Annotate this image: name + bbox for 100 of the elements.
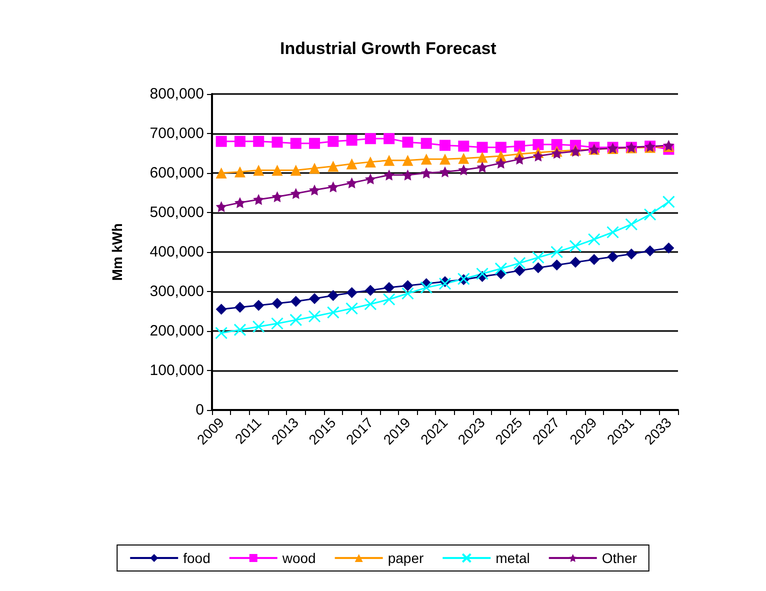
point [551, 139, 562, 150]
point [326, 306, 340, 319]
point [458, 164, 470, 176]
point [328, 160, 339, 172]
point [606, 226, 620, 238]
point [270, 317, 284, 330]
point [402, 169, 414, 180]
point [420, 154, 432, 165]
point [309, 293, 320, 304]
point [364, 298, 377, 310]
point [401, 287, 414, 300]
point [272, 298, 283, 309]
legend-label: metal [496, 550, 530, 566]
point [364, 284, 376, 296]
y-tick-label: 800,000 [150, 86, 204, 102]
point [384, 282, 395, 294]
point [364, 156, 376, 168]
point [234, 166, 246, 178]
point [216, 168, 227, 178]
point [290, 188, 302, 200]
point [384, 133, 395, 144]
y-tick-label: 400,000 [150, 244, 204, 260]
point [440, 154, 450, 165]
point [253, 136, 264, 147]
point [252, 320, 265, 333]
point [346, 177, 358, 188]
point [532, 262, 544, 274]
point [569, 240, 582, 252]
point [253, 194, 264, 205]
y-axis-title: Mm kWh [109, 223, 125, 281]
point [514, 265, 526, 276]
point [662, 196, 675, 208]
point [308, 310, 321, 323]
legend-label: food [183, 550, 210, 566]
point [626, 248, 637, 260]
point [290, 164, 302, 176]
point [346, 287, 358, 298]
point [532, 139, 544, 150]
point [216, 201, 227, 212]
y-tick-label: 500,000 [150, 204, 204, 221]
point [328, 181, 339, 192]
point [346, 134, 358, 146]
point [309, 162, 320, 174]
point [588, 254, 600, 266]
point [625, 218, 638, 231]
point [532, 251, 544, 264]
point [309, 184, 320, 196]
y-tick-label: 700,000 [150, 125, 204, 142]
chart-title: Industrial Growth Forecast [280, 39, 497, 58]
point [440, 166, 450, 178]
legend-label: paper [388, 550, 424, 566]
point [253, 300, 264, 311]
point [253, 164, 264, 176]
point [328, 290, 339, 301]
y-tick-label: 600,000 [150, 164, 204, 182]
point [532, 150, 544, 162]
legend-label: Other [602, 550, 638, 566]
point [309, 138, 320, 149]
point [234, 197, 246, 208]
point [495, 142, 506, 153]
point [382, 293, 396, 306]
point [272, 164, 283, 176]
point [644, 245, 656, 256]
point [420, 168, 432, 178]
y-tick-label: 200,000 [150, 322, 204, 340]
point [290, 138, 302, 149]
point [234, 302, 246, 313]
point [607, 251, 618, 262]
point [402, 154, 414, 166]
y-tick-label: 0 [196, 402, 204, 418]
point [513, 256, 526, 270]
point [440, 140, 450, 151]
point [272, 191, 283, 202]
point [384, 154, 395, 166]
point [476, 162, 488, 173]
point [384, 169, 395, 180]
point [234, 324, 246, 336]
legend-label: wood [281, 550, 316, 566]
point [495, 158, 506, 169]
y-tick-label: 100,000 [150, 362, 204, 379]
point [402, 280, 414, 292]
point [346, 302, 358, 315]
point [514, 140, 526, 152]
point [458, 140, 470, 152]
point [570, 256, 581, 268]
point [328, 136, 339, 147]
point [644, 208, 656, 221]
point [420, 281, 433, 294]
point [550, 246, 564, 258]
point [663, 242, 674, 254]
point [364, 133, 376, 144]
point [438, 277, 452, 290]
point [234, 136, 246, 147]
point [215, 326, 228, 340]
point [216, 136, 227, 147]
point [514, 154, 526, 165]
y-tick-label: 300,000 [150, 283, 204, 300]
point [364, 173, 376, 184]
point [476, 267, 489, 280]
point [346, 158, 358, 170]
